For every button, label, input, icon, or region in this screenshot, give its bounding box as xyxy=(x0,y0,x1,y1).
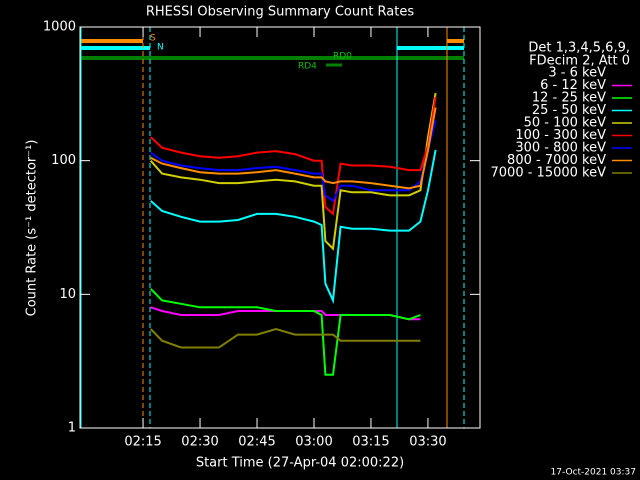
series-line xyxy=(150,149,437,305)
legend-label: 25 - 50 keV xyxy=(532,103,606,118)
series-line xyxy=(256,386,277,395)
series-line xyxy=(149,288,421,376)
legend-header: Det 1,3,4,5,6,9, xyxy=(528,41,630,56)
x-tick-label: 03:15 xyxy=(352,435,389,450)
legend-label: 300 - 800 keV xyxy=(515,141,606,156)
legend-label: 7000 - 15000 keV xyxy=(491,166,607,181)
annotation: N xyxy=(157,43,164,53)
y-axis-label: Count Rate (s⁻¹ detector⁻¹) xyxy=(25,140,40,317)
legend-label: 3 - 6 keV xyxy=(548,66,606,81)
x-tick-label: 02:15 xyxy=(124,435,161,450)
series-line xyxy=(149,327,421,349)
legend-header: FDecim 2, Att 0 xyxy=(529,54,630,69)
y-tick-label: 10 xyxy=(59,287,76,302)
legend-label: 800 - 7000 keV xyxy=(507,153,606,168)
annotation: RD0 xyxy=(333,52,352,62)
legend-label: 100 - 300 keV xyxy=(515,128,606,143)
x-tick-label: 03:00 xyxy=(295,435,332,450)
y-tick-label: 1000 xyxy=(43,20,76,35)
x-axis-label: Start Time (27-Apr-04 02:00:22) xyxy=(196,456,404,471)
series-line xyxy=(150,107,437,190)
y-tick-label: 100 xyxy=(51,153,76,168)
series-line xyxy=(150,96,437,216)
plot-frame xyxy=(79,26,481,429)
legend-label: 6 - 12 keV xyxy=(540,78,606,93)
series-line xyxy=(149,92,437,251)
annotation: RD4 xyxy=(298,62,317,72)
x-tick-label: 02:30 xyxy=(181,435,218,450)
chart-title: RHESSI Observing Summary Count Rates xyxy=(146,5,415,20)
timestamp: 17-Oct-2021 03:37 xyxy=(551,468,636,478)
x-tick-label: 03:30 xyxy=(409,435,446,450)
annotation: S xyxy=(150,34,156,44)
y-tick-label: 1 xyxy=(68,421,76,436)
state-bars xyxy=(80,27,465,428)
x-tick-label: 02:45 xyxy=(238,435,275,450)
legend-label: 50 - 100 keV xyxy=(524,116,607,131)
series-line xyxy=(150,120,437,203)
legend-label: 12 - 25 keV xyxy=(532,91,606,106)
